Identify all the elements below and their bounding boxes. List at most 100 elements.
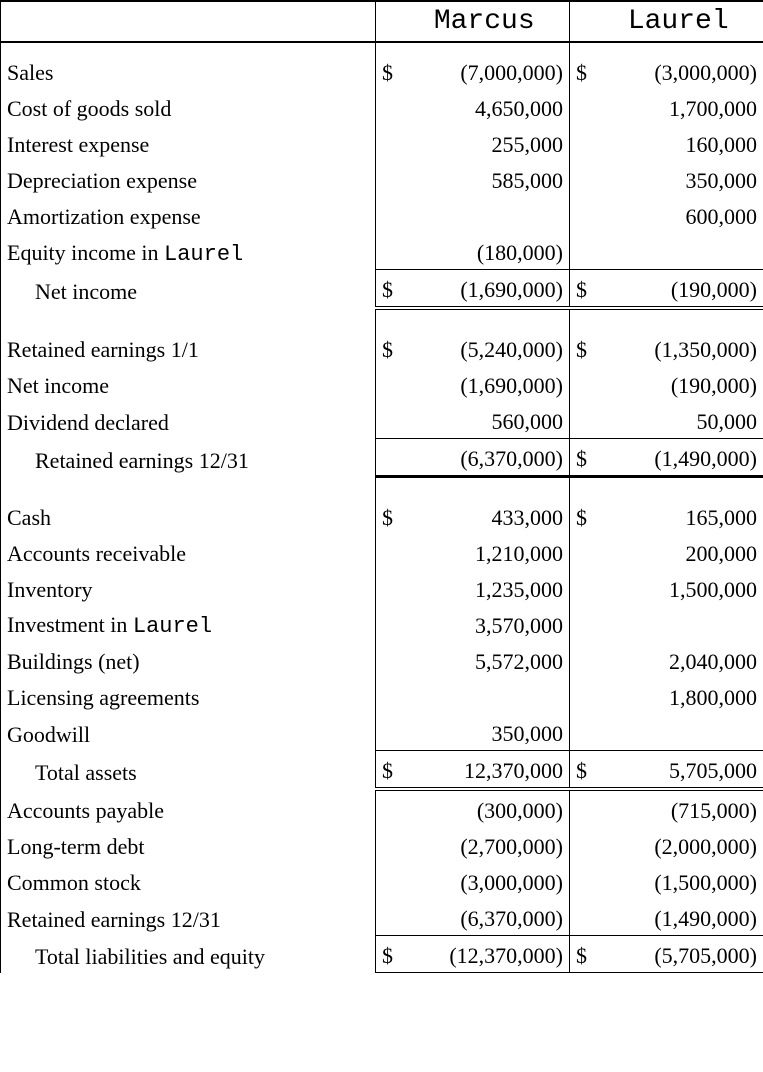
cell-value: 5,572,000 <box>406 642 570 678</box>
cell-value: (5,705,000) <box>600 936 763 973</box>
table-row: Accounts receivable 1,210,000 200,000 <box>1 534 763 570</box>
row-label: Licensing agreements <box>1 678 376 714</box>
cell-value <box>600 714 763 751</box>
table-row: Retained earnings 1/1 $(5,240,000) $(1,3… <box>1 330 763 366</box>
liabilities-total-row: Total liabilities and equity $(12,370,00… <box>1 936 763 973</box>
cell-value: 350,000 <box>600 161 763 197</box>
row-label: Cash <box>1 498 376 534</box>
row-label: Investment in Laurel <box>1 606 376 642</box>
row-label: Sales <box>1 53 376 89</box>
table-row: Buildings (net) 5,572,000 2,040,000 <box>1 642 763 678</box>
cell-value: 255,000 <box>406 125 570 161</box>
cell-value: 1,210,000 <box>406 534 570 570</box>
table-row: Common stock (3,000,000) (1,500,000) <box>1 863 763 899</box>
table-row: Investment in Laurel 3,570,000 <box>1 606 763 642</box>
table-row: Amortization expense 600,000 <box>1 197 763 233</box>
cell-value: 5,705,000 <box>600 751 763 790</box>
cell-value: (1,690,000) <box>406 270 570 309</box>
cell-value: 350,000 <box>406 714 570 751</box>
cell-value: 585,000 <box>406 161 570 197</box>
table-row: Long-term debt (2,700,000) (2,000,000) <box>1 827 763 863</box>
cell-value: 50,000 <box>600 402 763 439</box>
table-row: Accounts payable (300,000) (715,000) <box>1 789 763 827</box>
cell-value <box>600 606 763 642</box>
cell-value: (3,000,000) <box>600 53 763 89</box>
row-label: Accounts payable <box>1 789 376 827</box>
table-row: Sales $(7,000,000) $(3,000,000) <box>1 53 763 89</box>
cell-value <box>600 233 763 270</box>
cell-value: 200,000 <box>600 534 763 570</box>
row-label: Inventory <box>1 570 376 606</box>
row-label: Long-term debt <box>1 827 376 863</box>
row-label: Goodwill <box>1 714 376 751</box>
cell-value: (2,000,000) <box>600 827 763 863</box>
row-label: Dividend declared <box>1 402 376 439</box>
cell-value: 1,235,000 <box>406 570 570 606</box>
cell-value: (190,000) <box>600 366 763 402</box>
table-row: Interest expense 255,000 160,000 <box>1 125 763 161</box>
table-row: Equity income in Laurel (180,000) <box>1 233 763 270</box>
table-row: Dividend declared 560,000 50,000 <box>1 402 763 439</box>
cell-value: 165,000 <box>600 498 763 534</box>
cell-value: 4,650,000 <box>406 89 570 125</box>
table-row: Inventory 1,235,000 1,500,000 <box>1 570 763 606</box>
table-row: Cash $433,000 $165,000 <box>1 498 763 534</box>
row-label: Net income <box>1 366 376 402</box>
row-label: Depreciation expense <box>1 161 376 197</box>
cell-value: (5,240,000) <box>406 330 570 366</box>
table-row: Retained earnings 12/31 (6,370,000) (1,4… <box>1 899 763 936</box>
row-label: Retained earnings 12/31 <box>1 899 376 936</box>
cell-value: (1,490,000) <box>600 439 763 477</box>
header-row: Marcus Laurel <box>1 1 763 42</box>
row-label: Total liabilities and equity <box>1 936 376 973</box>
retained-total-row: Retained earnings 12/31 (6,370,000) $(1,… <box>1 439 763 477</box>
row-label: Cost of goods sold <box>1 89 376 125</box>
cell-value: (1,490,000) <box>600 899 763 936</box>
cell-value <box>406 197 570 233</box>
table-row: Licensing agreements 1,800,000 <box>1 678 763 714</box>
cell-value: (1,690,000) <box>406 366 570 402</box>
header-col1: Marcus <box>406 1 570 42</box>
table-row: Cost of goods sold 4,650,000 1,700,000 <box>1 89 763 125</box>
cell-value: (3,000,000) <box>406 863 570 899</box>
row-label: Interest expense <box>1 125 376 161</box>
cell-value: (300,000) <box>406 789 570 827</box>
row-label: Buildings (net) <box>1 642 376 678</box>
cell-value: 2,040,000 <box>600 642 763 678</box>
row-label: Net income <box>1 270 376 309</box>
cell-value: 600,000 <box>600 197 763 233</box>
cell-value: 560,000 <box>406 402 570 439</box>
cell-value: (2,700,000) <box>406 827 570 863</box>
table-row: Net income (1,690,000) (190,000) <box>1 366 763 402</box>
cell-value <box>406 678 570 714</box>
assets-total-row: Total assets $12,370,000 $5,705,000 <box>1 751 763 790</box>
cell-value: 160,000 <box>600 125 763 161</box>
row-label: Accounts receivable <box>1 534 376 570</box>
table-row: Goodwill 350,000 <box>1 714 763 751</box>
cell-value: 12,370,000 <box>406 751 570 790</box>
row-label: Common stock <box>1 863 376 899</box>
cell-value: 1,500,000 <box>600 570 763 606</box>
cell-value: 1,700,000 <box>600 89 763 125</box>
cell-value: (715,000) <box>600 789 763 827</box>
row-label: Equity income in Laurel <box>1 233 376 270</box>
cell-value: 433,000 <box>406 498 570 534</box>
cell-value: (1,500,000) <box>600 863 763 899</box>
cell-value: (6,370,000) <box>406 899 570 936</box>
header-col2: Laurel <box>600 1 763 42</box>
cell-value: (180,000) <box>406 233 570 270</box>
cell-value: (6,370,000) <box>406 439 570 477</box>
row-label: Total assets <box>1 751 376 790</box>
cell-value: (12,370,000) <box>406 936 570 973</box>
net-income-row: Net income $(1,690,000) $(190,000) <box>1 270 763 309</box>
cell-value: (7,000,000) <box>406 53 570 89</box>
cell-value: (190,000) <box>600 270 763 309</box>
row-label: Amortization expense <box>1 197 376 233</box>
financial-statements-table: Marcus Laurel Sales $(7,000,000) $(3,000… <box>0 0 763 973</box>
row-label: Retained earnings 12/31 <box>1 439 376 477</box>
table-row: Depreciation expense 585,000 350,000 <box>1 161 763 197</box>
row-label: Retained earnings 1/1 <box>1 330 376 366</box>
cell-value: 3,570,000 <box>406 606 570 642</box>
cell-value: 1,800,000 <box>600 678 763 714</box>
cell-value: (1,350,000) <box>600 330 763 366</box>
